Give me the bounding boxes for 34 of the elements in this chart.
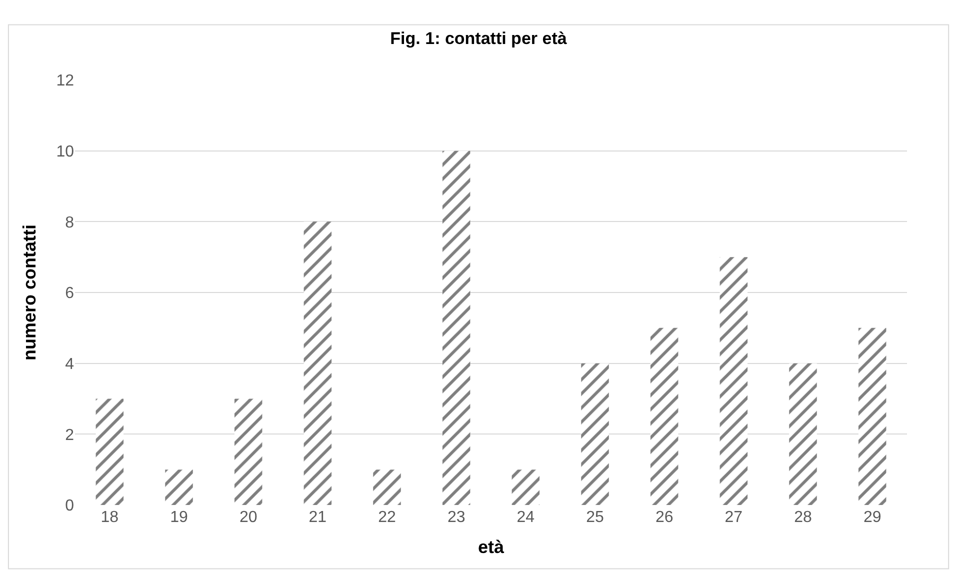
bar xyxy=(650,328,678,505)
bar xyxy=(789,363,817,505)
bar xyxy=(442,150,470,505)
y-tick-label: 6 xyxy=(65,285,74,302)
bar xyxy=(304,222,332,505)
y-axis-title: numero contatti xyxy=(19,224,40,361)
bar xyxy=(858,328,886,505)
y-tick-label: 2 xyxy=(65,426,74,444)
bar xyxy=(234,398,262,505)
chart-title: Fig. 1: contatti per età xyxy=(390,28,568,48)
y-tick-label: 10 xyxy=(56,143,74,160)
x-tick-label: 24 xyxy=(516,509,535,526)
bar xyxy=(581,363,609,505)
bar xyxy=(96,398,124,505)
y-tick-label: 4 xyxy=(65,356,74,373)
bar xyxy=(373,470,401,505)
x-tick-label: 29 xyxy=(863,509,882,526)
x-tick-label: 19 xyxy=(170,509,188,526)
bar xyxy=(512,470,540,505)
y-tick-label: 12 xyxy=(56,72,74,90)
x-tick-label: 26 xyxy=(655,509,674,526)
x-tick-label: 22 xyxy=(378,509,396,526)
y-tick-label: 8 xyxy=(65,214,74,232)
x-tick-label: 27 xyxy=(724,509,743,526)
y-tick-label: 0 xyxy=(65,498,74,515)
x-tick-label: 21 xyxy=(308,509,327,526)
x-tick-label: 28 xyxy=(794,509,812,526)
x-tick-label: 18 xyxy=(100,509,119,526)
x-tick-label: 20 xyxy=(239,509,258,526)
x-tick-label: 25 xyxy=(586,509,604,526)
x-tick-label: 23 xyxy=(447,509,466,526)
x-axis-title: età xyxy=(478,537,505,558)
bar xyxy=(720,257,748,505)
bar xyxy=(165,470,193,505)
